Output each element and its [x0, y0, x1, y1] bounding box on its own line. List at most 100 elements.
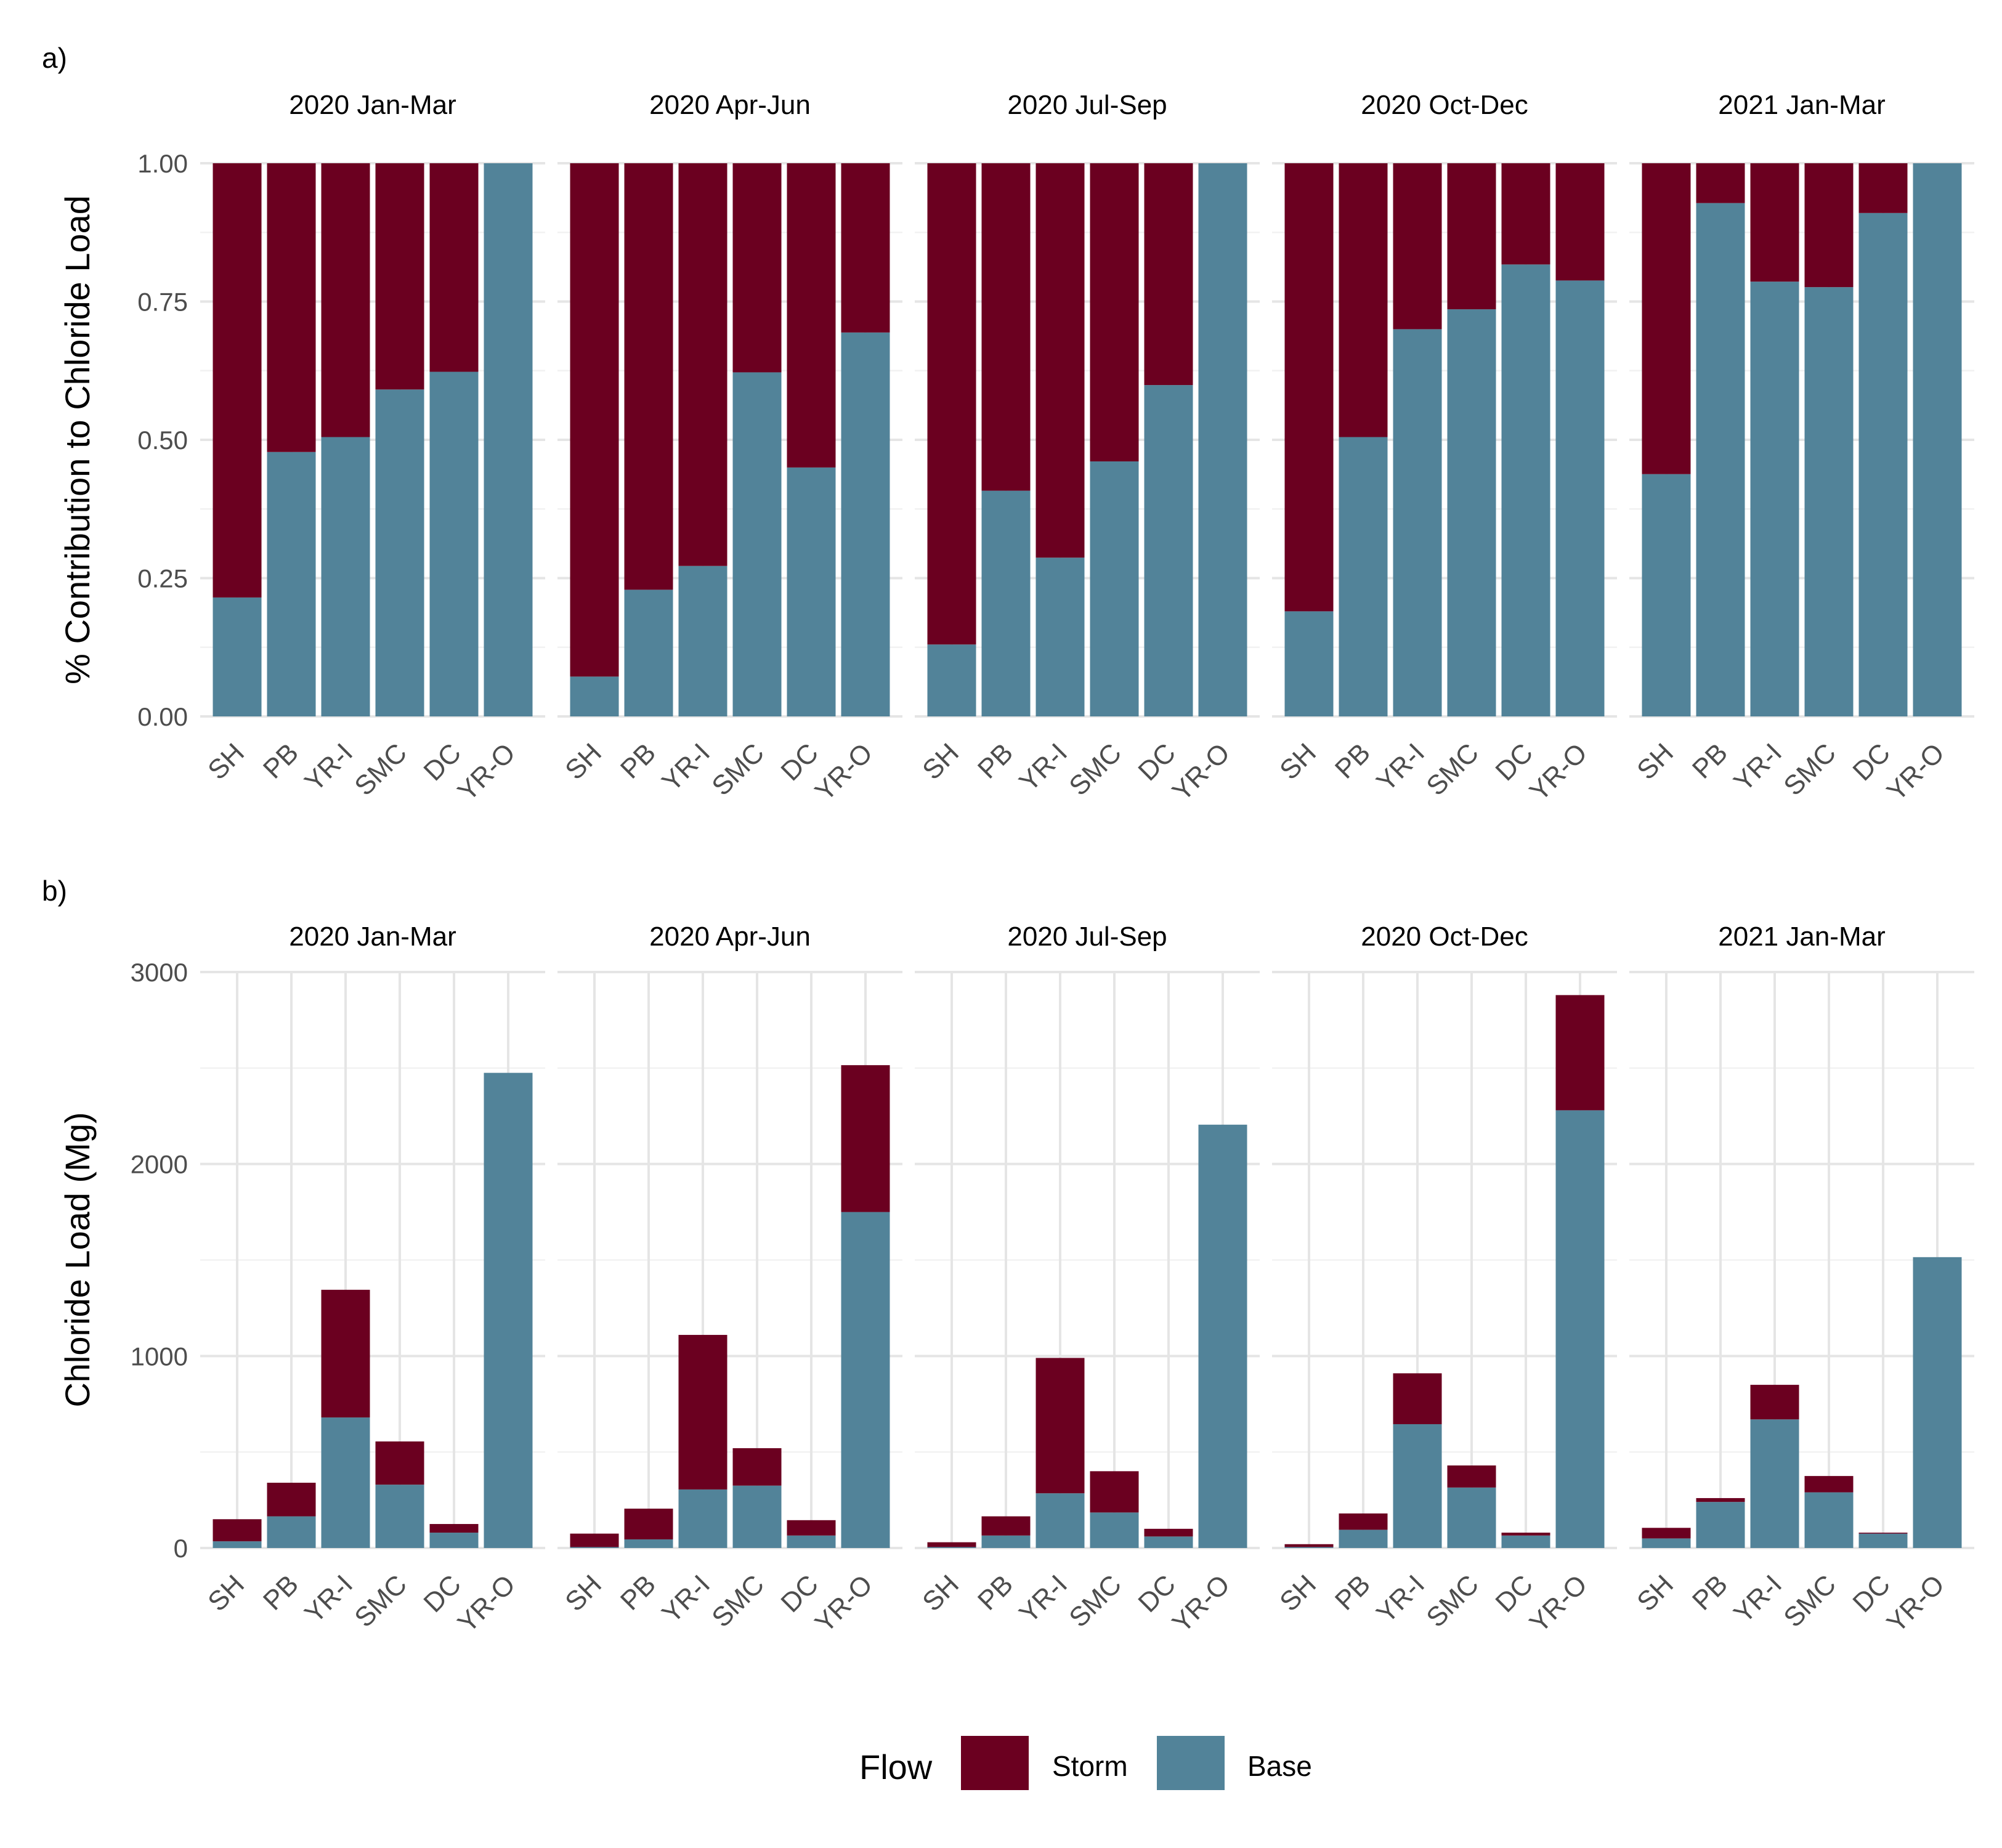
- bar-storm: [1696, 1497, 1745, 1502]
- bar-base: [1035, 557, 1085, 716]
- x-tick-label: YR-I: [656, 1569, 716, 1629]
- bar-storm: [1339, 163, 1388, 437]
- legend-title: Flow: [859, 1748, 933, 1786]
- y-tick-label: 0.75: [137, 288, 188, 317]
- x-tick-label: YR-O: [1524, 737, 1593, 806]
- bar-base: [321, 437, 370, 716]
- bar-base: [1393, 1424, 1442, 1548]
- facet-title: 2020 Apr-Jun: [649, 90, 811, 120]
- x-tick-label: PB: [615, 737, 662, 784]
- bar-storm: [1090, 163, 1139, 462]
- bar-base: [1090, 1512, 1139, 1548]
- bar-base: [1913, 163, 1962, 716]
- bar-storm: [624, 1509, 673, 1539]
- x-tick-label: SMC: [349, 1569, 413, 1633]
- bar-base: [787, 467, 836, 716]
- x-tick-label: PB: [1687, 737, 1733, 784]
- bar-storm: [1555, 163, 1605, 281]
- bar-storm: [787, 1520, 836, 1536]
- facet-title: 2020 Oct-Dec: [1361, 922, 1528, 952]
- legend-key-storm: [961, 1736, 1029, 1790]
- bar-base: [1913, 1257, 1962, 1548]
- x-tick-label: PB: [972, 737, 1019, 784]
- bar-storm: [678, 163, 727, 566]
- bar-base: [1750, 1419, 1799, 1548]
- x-tick-label: YR-I: [1013, 1569, 1073, 1629]
- bar-base: [213, 1541, 262, 1548]
- bar-base: [213, 597, 262, 716]
- bar-storm: [1284, 163, 1334, 612]
- bar-storm: [981, 163, 1031, 491]
- x-tick-label: SH: [917, 1569, 965, 1617]
- bar-storm: [1501, 163, 1550, 265]
- bar-base: [624, 1539, 673, 1548]
- bar-storm: [1035, 1358, 1085, 1494]
- bar-base: [1035, 1493, 1085, 1548]
- bar-storm: [732, 163, 782, 373]
- bar-storm: [429, 1524, 479, 1533]
- bar-base: [1284, 611, 1334, 716]
- y-tick-label: 2000: [131, 1150, 188, 1179]
- bar-storm: [321, 1289, 370, 1418]
- x-tick-label: SH: [202, 737, 250, 785]
- bar-base: [1804, 287, 1854, 717]
- bar-base: [841, 1212, 890, 1548]
- x-tick-label: YR-O: [1881, 1569, 1950, 1638]
- bar-base: [1144, 385, 1193, 716]
- bar-base: [429, 1533, 479, 1548]
- bar-base: [429, 371, 479, 716]
- x-tick-label: SH: [1274, 1569, 1322, 1617]
- bar-storm: [1393, 163, 1442, 330]
- legend-label-base: Base: [1247, 1750, 1312, 1782]
- x-tick-label: YR-O: [1524, 1569, 1593, 1638]
- bar-storm: [1339, 1513, 1388, 1530]
- x-tick-label: SH: [202, 1569, 250, 1617]
- bar-base: [1750, 282, 1799, 716]
- bar-base: [1339, 1530, 1388, 1548]
- y-tick-label: 1.00: [137, 149, 188, 178]
- bar-base: [267, 452, 316, 716]
- bar-base: [1447, 309, 1496, 716]
- panel-a: a) % Contribution to Chloride Load 0.00 0.2…: [42, 42, 1974, 807]
- bar-storm: [841, 1065, 890, 1212]
- bar-storm: [321, 163, 370, 437]
- bar-storm: [841, 163, 890, 333]
- bar-base: [1804, 1492, 1854, 1548]
- bar-base: [321, 1417, 370, 1548]
- bar-storm: [570, 1533, 619, 1547]
- bar-base: [1858, 1533, 1908, 1548]
- bar-base: [1447, 1487, 1496, 1548]
- y-tick-label: 0: [174, 1534, 188, 1563]
- facet-title: 2020 Jul-Sep: [1007, 90, 1167, 120]
- bar-storm: [1642, 1528, 1691, 1539]
- bar-storm: [1284, 1544, 1334, 1547]
- bar-storm: [1750, 1385, 1799, 1420]
- bar-storm: [624, 163, 673, 590]
- x-tick-label: SMC: [1063, 1569, 1127, 1633]
- bar-storm: [927, 1542, 976, 1547]
- bar-base: [1501, 1535, 1550, 1548]
- bar-base: [1090, 461, 1139, 716]
- bar-base: [1339, 437, 1388, 716]
- facet-title: 2020 Jul-Sep: [1007, 922, 1167, 952]
- bar-base: [1696, 203, 1745, 716]
- bar-storm: [1144, 163, 1193, 386]
- bar-base: [1555, 280, 1605, 717]
- facet-title: 2020 Oct-Dec: [1361, 90, 1528, 120]
- bar-base: [375, 389, 424, 716]
- x-tick-label: YR-O: [809, 737, 878, 806]
- x-tick-label: SH: [1631, 737, 1679, 785]
- bar-storm: [1696, 163, 1745, 203]
- bar-base: [1198, 1124, 1247, 1548]
- legend: Flow Storm Base: [859, 1736, 1312, 1790]
- bar-storm: [213, 1519, 262, 1542]
- bar-base: [1393, 329, 1442, 716]
- x-tick-label: SMC: [706, 737, 770, 801]
- x-tick-label: YR-I: [1728, 737, 1788, 797]
- bar-base: [624, 590, 673, 716]
